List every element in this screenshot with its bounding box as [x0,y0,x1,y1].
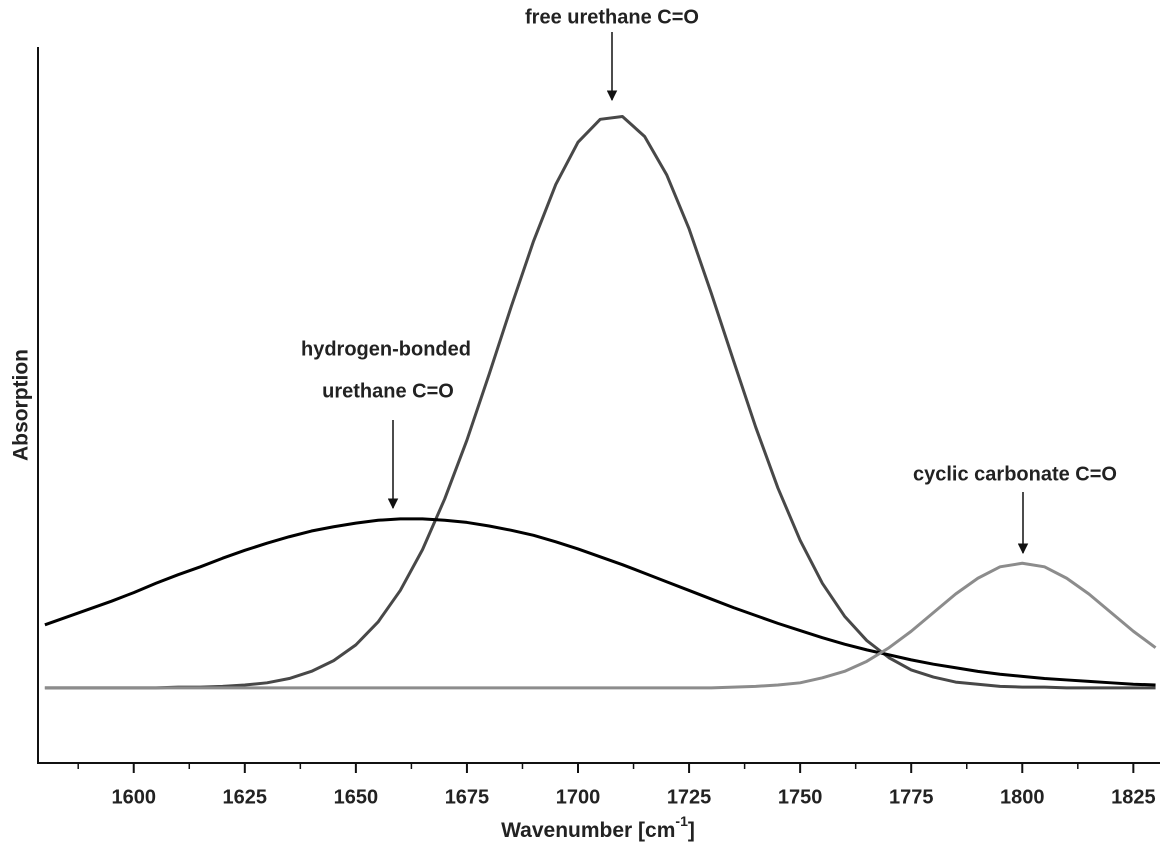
x-tick-label: 1625 [223,786,268,808]
x-tick-label: 1600 [111,786,156,808]
x-tick-label: 1825 [1111,786,1156,808]
annotation: free urethane C=O [525,6,699,28]
annotation: urethane C=O [322,380,454,402]
x-tick-label: 1725 [667,786,712,808]
y-axis-label: Absorption [10,349,33,461]
line-series [44,517,1156,687]
annotation: cyclic carbonate C=O [913,463,1117,485]
x-tick-label: 1750 [778,786,823,808]
line-series [44,114,1156,690]
x-axis-label: Wavenumber [cm-1] [501,813,695,842]
x-tick-label: 1800 [1000,786,1045,808]
x-tick-label: 1675 [445,786,490,808]
x-tick-label: 1650 [334,786,379,808]
x-tick-label: 1775 [889,786,934,808]
annotation: hydrogen-bonded [301,338,471,360]
line-series [44,561,1157,690]
x-tick-label: 1700 [556,786,601,808]
